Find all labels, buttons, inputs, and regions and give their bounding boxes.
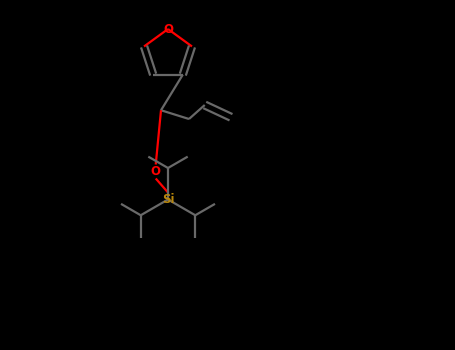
Text: Si: Si <box>162 193 174 206</box>
Text: O: O <box>163 22 173 36</box>
Text: O: O <box>151 165 161 178</box>
